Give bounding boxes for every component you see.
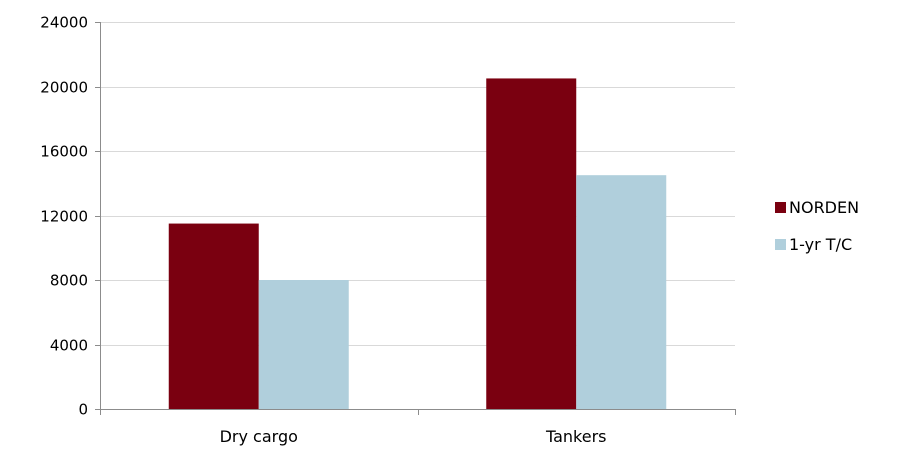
bar-1-yr-t-c-dry-cargo (258, 280, 349, 409)
y-axis-tick-labels: 0 4000 8000 12000 16000 20000 24000 (40, 14, 88, 419)
legend-swatch-1-yr-t-c (775, 239, 786, 250)
y-axis-tick-label: 24000 (40, 14, 88, 32)
y-axis-tick-label: 20000 (40, 79, 88, 97)
y-axis-tick-label: 16000 (40, 143, 88, 161)
x-axis-category-labels: Dry cargo Tankers (220, 427, 607, 446)
y-axis-tick-label: 8000 (50, 272, 88, 290)
y-axis-tick-label: 12000 (40, 208, 88, 226)
legend-label: NORDEN (789, 198, 859, 217)
y-axis-tick-label: 0 (78, 401, 88, 419)
bars (168, 78, 667, 409)
bar-1-yr-t-c-tankers (576, 175, 667, 409)
axes (95, 22, 736, 415)
y-axis-tick-label: 4000 (50, 337, 88, 355)
legend-swatch-norden (775, 202, 786, 213)
legend: NORDEN 1-yr T/C (775, 198, 859, 254)
bar-norden-tankers (486, 78, 577, 409)
x-axis-category-label: Tankers (545, 427, 607, 446)
bar-norden-dry-cargo (168, 223, 259, 409)
legend-label: 1-yr T/C (789, 235, 852, 254)
x-axis-category-label: Dry cargo (220, 427, 298, 446)
